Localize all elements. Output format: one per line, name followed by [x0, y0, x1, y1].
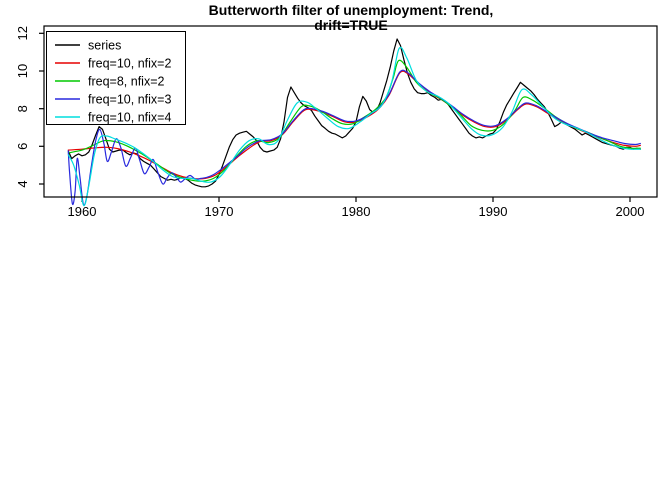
- x-axis-tick-label: 1980: [342, 204, 371, 219]
- chart-title-line2: drift=TRUE: [314, 17, 388, 33]
- x-axis-tick-label: 1960: [68, 204, 97, 219]
- plot-area-border: [43, 25, 658, 198]
- legend-label-1: freq=10, nfix=2: [88, 57, 171, 71]
- x-axis-tick-label: 2000: [616, 204, 645, 219]
- series-line-0: [67, 38, 641, 188]
- legend-label-0: series: [88, 39, 121, 53]
- chart-title-line1: Butterworth filter of unemployment: Tren…: [209, 2, 494, 18]
- legend: series freq=10, nfix=2 freq=8, nfix=2 freq=…: [46, 31, 186, 125]
- legend-box: [46, 31, 186, 125]
- x-axis-tick-label: 1990: [479, 204, 508, 219]
- y-axis-tick-label: 6: [15, 143, 30, 150]
- y-axis-tick-label: 12: [15, 26, 30, 40]
- series-lines: [67, 38, 641, 207]
- legend-label-4: freq=10, nfix=4: [88, 111, 171, 125]
- y-axis-tick-label: 10: [15, 64, 30, 78]
- y-axis-tick-label: 8: [15, 105, 30, 112]
- y-axis-tick-label: 4: [15, 180, 30, 187]
- legend-label-3: freq=10, nfix=3: [88, 93, 171, 107]
- legend-label-2: freq=8, nfix=2: [88, 75, 164, 89]
- x-axis-tick-label: 1970: [205, 204, 234, 219]
- axes: 1960 1970 1980 1990 2000 4 6 8 10 12: [15, 26, 644, 219]
- series-line-4: [67, 46, 641, 207]
